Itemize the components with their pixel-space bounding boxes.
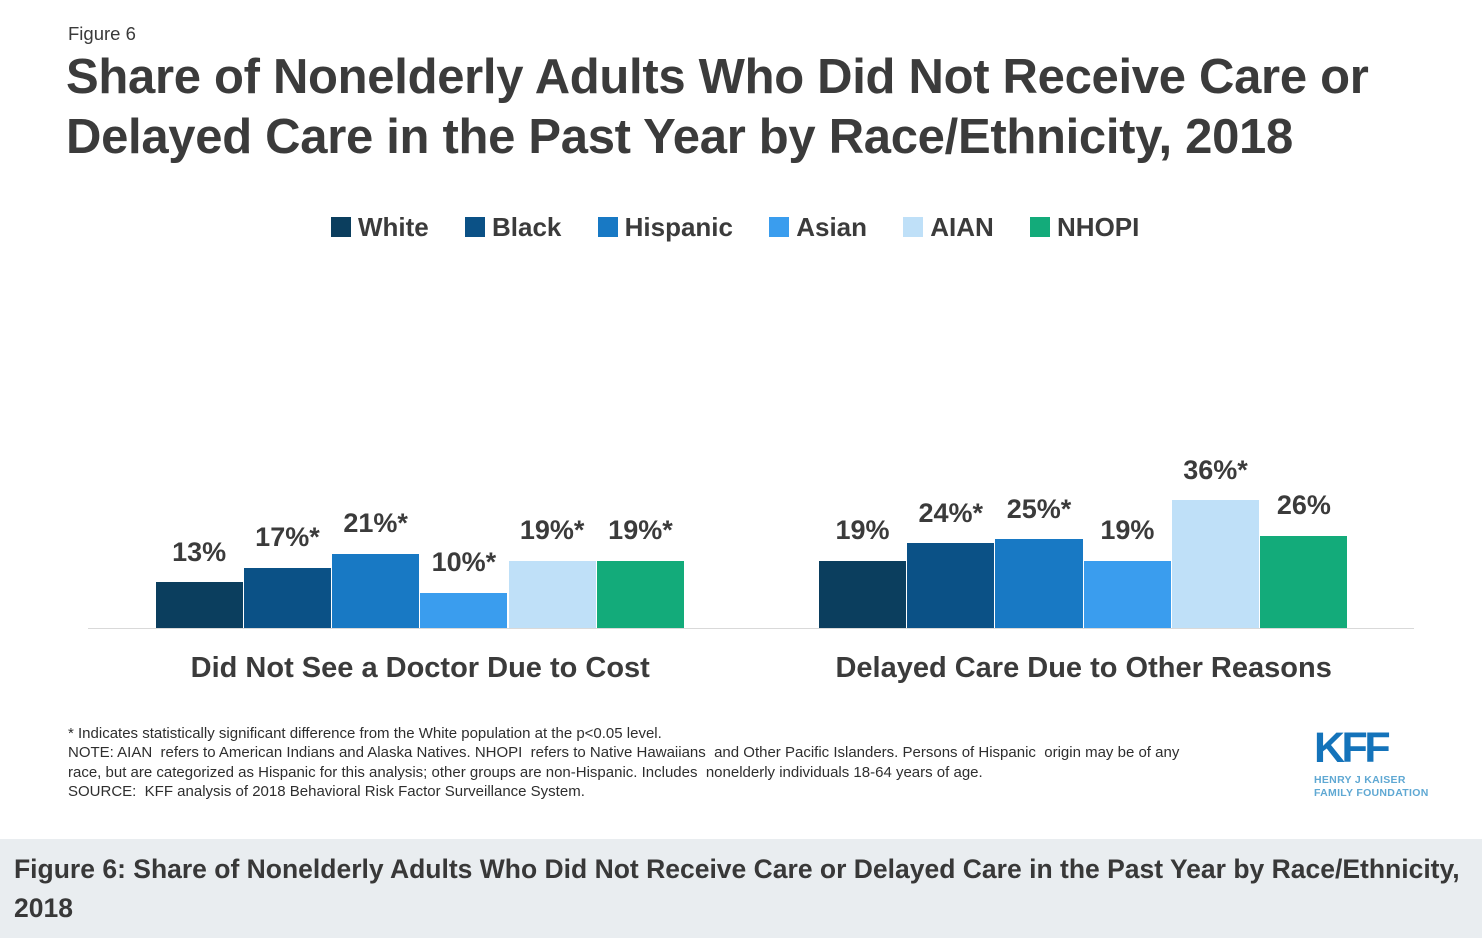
svg-text:KFF: KFF: [1314, 726, 1389, 772]
